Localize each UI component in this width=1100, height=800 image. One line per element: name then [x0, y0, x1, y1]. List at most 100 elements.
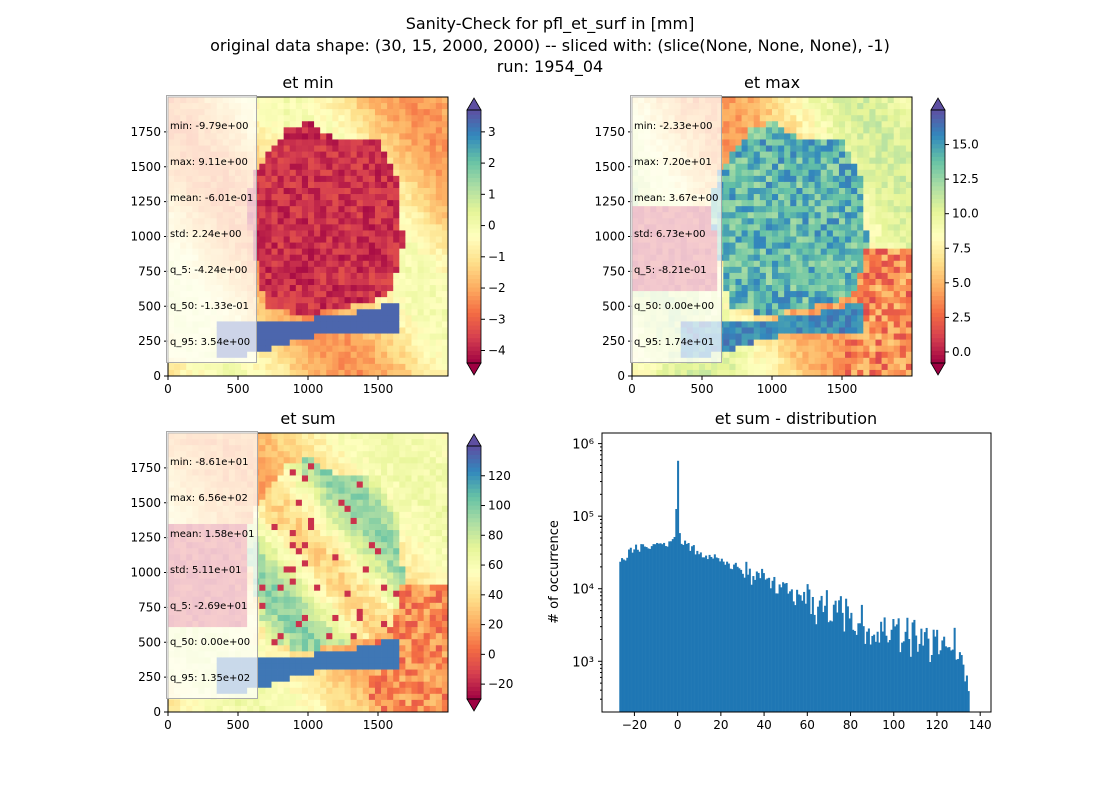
heatmap-cell	[332, 157, 339, 165]
heatmap-cell	[271, 230, 278, 237]
heatmap-cell	[441, 181, 449, 189]
heatmap-cell	[778, 345, 785, 353]
heatmap-cell	[368, 321, 376, 328]
heatmap-cell	[759, 357, 767, 365]
heatmap-cell	[338, 224, 345, 231]
heatmap-cell	[411, 218, 418, 225]
heatmap-cell	[435, 206, 443, 213]
heatmap-cell	[759, 285, 767, 292]
heatmap-cell	[405, 278, 412, 286]
heatmap-cell	[790, 103, 797, 110]
heatmap-cell	[308, 297, 315, 304]
heatmap-cell	[845, 115, 852, 122]
heatmap-cell	[790, 272, 797, 280]
heatmap-cell	[778, 260, 785, 268]
heatmap-cell	[857, 242, 864, 250]
heatmap-cell	[441, 230, 449, 237]
heatmap-cell	[417, 127, 425, 134]
heatmap-cell	[368, 109, 376, 116]
heatmap-cell	[265, 194, 272, 201]
heatmap-cell	[216, 363, 224, 371]
heatmap-cell	[863, 315, 870, 322]
heatmap-cell	[368, 285, 376, 292]
colorbar-segment	[931, 303, 945, 309]
heatmap-cell	[851, 194, 858, 201]
colorbar-segment	[931, 261, 945, 267]
heatmap-cell	[435, 97, 443, 104]
heatmap-cell	[887, 363, 895, 371]
heatmap-cell	[887, 327, 895, 334]
heatmap-cell	[411, 224, 418, 231]
heatmap-cell	[832, 339, 840, 347]
heatmap-cell	[362, 357, 370, 365]
heatmap-cell	[778, 109, 785, 116]
heatmap-cell	[796, 103, 803, 110]
heatmap-cell	[362, 278, 370, 286]
heatmap-cell	[869, 351, 876, 359]
heatmap-cell	[735, 363, 742, 371]
heatmap-cell	[259, 254, 266, 262]
heatmap-cell	[429, 206, 437, 213]
heatmap-cell	[899, 285, 907, 292]
heatmap-cell	[295, 278, 303, 286]
heatmap-cell	[723, 266, 730, 274]
heatmap-cell	[405, 242, 412, 250]
heatmap-cell	[735, 315, 742, 322]
heatmap-cell	[393, 369, 400, 377]
heatmap-cell	[350, 248, 358, 256]
heatmap-cell	[411, 133, 418, 140]
heatmap-cell	[644, 369, 651, 377]
heatmap-cell	[387, 169, 394, 177]
heatmap-cell	[441, 200, 449, 207]
heatmap-cell	[301, 260, 309, 268]
heatmap-cell	[435, 315, 443, 322]
heatmap-cell	[790, 194, 797, 201]
heatmap-cell	[271, 278, 278, 286]
heatmap-cell	[417, 103, 425, 110]
heatmap-cell	[374, 236, 382, 243]
heatmap-cell	[265, 309, 272, 316]
heatmap-cell	[283, 121, 291, 128]
heatmap-cell	[796, 357, 803, 365]
heatmap-cell	[905, 327, 913, 334]
heatmap-cell	[381, 339, 388, 347]
heatmap-cell	[820, 97, 828, 104]
heatmap-cell	[875, 266, 882, 274]
heatmap-cell	[765, 163, 773, 171]
heatmap-cell	[387, 315, 394, 322]
heatmap-cell	[344, 218, 352, 225]
heatmap-cell	[435, 115, 443, 122]
heatmap-cell	[759, 175, 767, 183]
heatmap-cell	[802, 212, 809, 219]
heatmap-cell	[259, 212, 266, 219]
heatmap-cell	[277, 181, 285, 189]
heatmap-cell	[411, 303, 418, 310]
heatmap-cell	[893, 242, 901, 250]
heatmap-cell	[820, 339, 828, 347]
heatmap-cell	[314, 97, 321, 104]
heatmap-cell	[362, 139, 370, 146]
heatmap-cell	[729, 218, 736, 225]
heatmap-cell	[893, 163, 901, 171]
heatmap-cell	[765, 309, 773, 316]
heatmap-cell	[784, 115, 791, 122]
heatmap-cell	[820, 345, 828, 353]
heatmap-cell	[747, 133, 755, 140]
heatmap-cell	[423, 212, 431, 219]
heatmap-cell	[845, 218, 852, 225]
heatmap-cell	[387, 266, 394, 274]
heatmap-cell	[277, 187, 285, 195]
heatmap-cell	[747, 345, 755, 353]
heatmap-cell	[893, 369, 901, 377]
heatmap-cell	[277, 242, 285, 250]
heatmap-cell	[875, 224, 882, 231]
heatmap-cell	[301, 139, 309, 146]
heatmap-cell	[741, 175, 749, 183]
heatmap-cell	[362, 248, 370, 256]
heatmap-cell	[362, 145, 370, 152]
heatmap-cell	[753, 327, 761, 334]
heatmap-cell	[265, 278, 272, 286]
heatmap-cell	[802, 169, 809, 177]
heatmap-cell	[368, 187, 376, 195]
heatmap-cell	[362, 212, 370, 219]
